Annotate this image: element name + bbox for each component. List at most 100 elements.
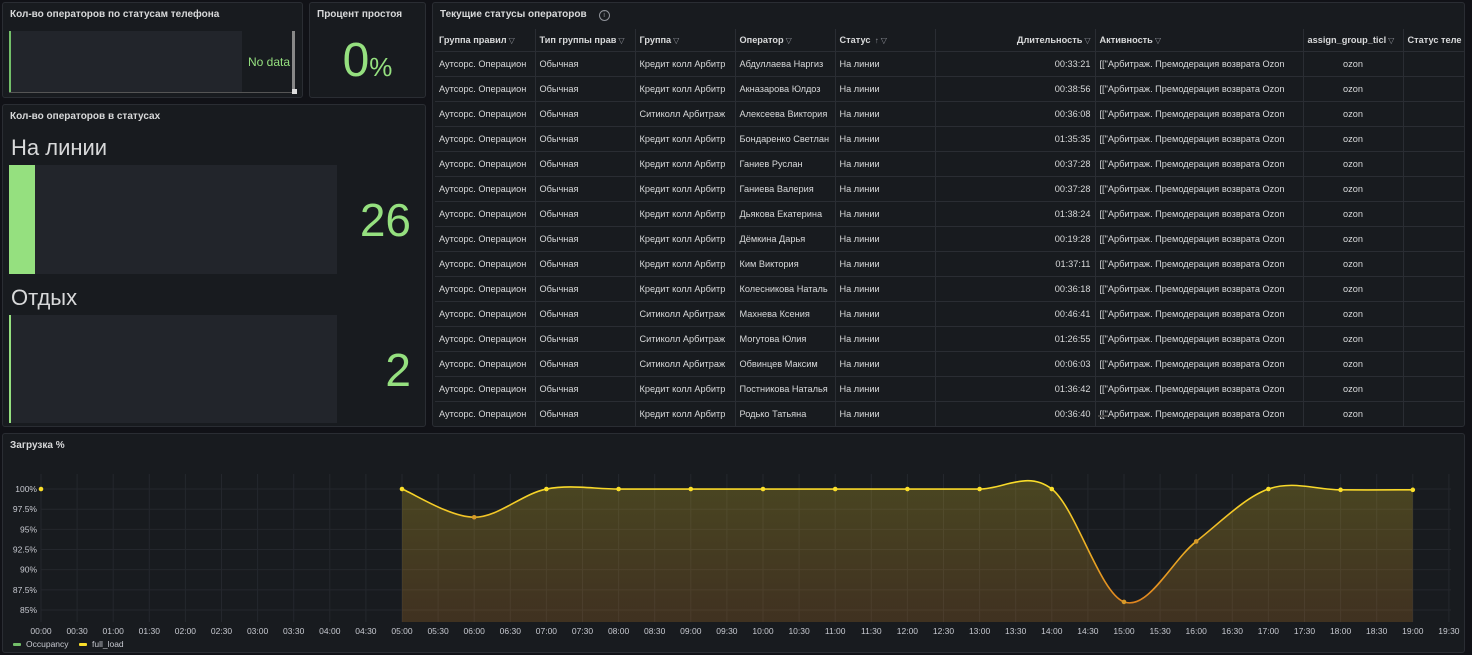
table-cell: Кредит колл Арбитр	[634, 251, 735, 277]
table-cell: Обычная	[534, 101, 635, 127]
column-header[interactable]: Активность ▽	[1094, 29, 1303, 52]
table-cell: На линии	[834, 176, 935, 202]
x-tick-label: 19:30	[1438, 626, 1460, 636]
filter-icon[interactable]: ▽	[785, 36, 792, 45]
table-cell: [["Арбитраж. Премодерация возврата Ozon	[1094, 251, 1303, 277]
x-tick-label: 07:30	[572, 626, 594, 636]
table-cell: 00:36:18	[934, 276, 1095, 302]
operator-status-table-panel: Текущие статусы операторов i Группа прави…	[432, 2, 1465, 427]
table-row[interactable]: Аутсорс. Операцион Обычная Кредит колл Арб…	[435, 201, 1464, 227]
full-load-line	[401, 479, 1413, 604]
table-row[interactable]: Аутсорс. Операцион Обычная Кредит колл Арб…	[435, 176, 1464, 202]
column-header[interactable]: assign_group_ticl ▽	[1302, 29, 1403, 52]
table-cell: ozon	[1302, 401, 1403, 426]
table-cell: Кредит колл Арбитр	[634, 151, 735, 177]
column-header[interactable]: Тип группы прав ▽	[534, 29, 635, 52]
filter-icon[interactable]: ▽	[880, 36, 887, 45]
table-cell: ozon	[1302, 376, 1403, 402]
sort-asc-icon[interactable]: ↑	[872, 36, 879, 45]
table-cell: Ганиева Валерия	[734, 176, 835, 202]
x-tick-label: 14:00	[1041, 626, 1063, 636]
table-row[interactable]: Аутсорс. Операцион Обычная Кредит колл Арб…	[435, 76, 1464, 102]
table-cell: ozon	[1302, 226, 1403, 252]
filter-icon[interactable]: ▽	[508, 36, 515, 45]
column-header[interactable]: Группа правил ▽	[439, 35, 515, 45]
info-icon[interactable]: i	[598, 10, 610, 21]
table-row[interactable]: Аутсорс. Операцион Обычная Ситиколл Арбитр…	[435, 301, 1464, 327]
status-bar-fill	[9, 315, 11, 423]
column-header[interactable]: Статус теле	[1402, 29, 1464, 52]
table-cell	[1402, 151, 1464, 177]
table-cell	[1402, 51, 1464, 77]
no-data-label: No data	[248, 55, 291, 69]
column-header[interactable]: Группа ▽	[634, 29, 735, 52]
table-cell: ozon	[1302, 76, 1403, 102]
load-chart[interactable]: 100% 97.5% 95% 92.5% 90% 87.5% 85% 00:00 00:30 01…	[3, 434, 1463, 652]
table-cell	[1402, 276, 1464, 302]
table-cell: Родько Татьяна	[734, 401, 835, 426]
status-bar	[9, 315, 337, 423]
table-cell: 01:36:42	[934, 376, 1095, 402]
table-cell: Обычная	[534, 251, 635, 277]
full-load-point	[544, 486, 549, 492]
table-row[interactable]: Аутсорс. Операцион Обычная Кредит колл Арб…	[435, 151, 1464, 177]
table-cell: Обычная	[534, 326, 635, 352]
table-cell: Обычная	[534, 401, 635, 426]
status-count: 2	[385, 344, 411, 396]
table-cell: Бондаренко Светлан	[734, 126, 835, 152]
table-row[interactable]: Аутсорс. Операцион Обычная Ситиколл Арбитр…	[435, 351, 1464, 377]
horizontal-scrollbar[interactable]	[1098, 415, 1108, 417]
filter-icon[interactable]: ▽	[1388, 36, 1395, 45]
table-cell: Кредит колл Арбитр	[634, 376, 735, 402]
table-row[interactable]: Аутсорс. Операцион Обычная Кредит колл Арб…	[435, 276, 1464, 302]
table-cell: Кредит колл Арбитр	[634, 126, 735, 152]
filter-icon[interactable]: ▽	[673, 36, 680, 45]
status-count: 26	[359, 194, 411, 246]
table-row[interactable]: Аутсорс. Операцион Обычная Кредит колл Арб…	[435, 51, 1464, 77]
table-cell: Аутсорс. Операцион	[435, 101, 535, 127]
table-row[interactable]: Аутсорс. Операцион Обычная Кредит колл Арб…	[435, 376, 1464, 402]
table-cell: Обычная	[534, 301, 635, 327]
table-cell: На линии	[834, 251, 935, 277]
table-row[interactable]: Аутсорс. Операцион Обычная Кредит колл Арб…	[435, 226, 1464, 252]
table-cell: Дёмкина Дарья	[734, 226, 835, 252]
table-row[interactable]: Аутсорс. Операцион Обычная Кредит колл Арб…	[435, 251, 1464, 277]
filter-icon[interactable]: ▽	[1154, 36, 1161, 45]
table-cell: Аутсорс. Операцион	[435, 76, 535, 102]
table-row[interactable]: Аутсорс. Операцион Обычная Кредит колл Арб…	[435, 401, 1464, 426]
table-row[interactable]: Аутсорс. Операцион Обычная Кредит колл Арб…	[435, 126, 1464, 152]
column-header[interactable]: Оператор ▽	[734, 29, 835, 52]
x-tick-label: 15:30	[1149, 626, 1171, 636]
table-cell: Постникова Наталья	[734, 376, 835, 402]
x-tick-label: 15:00	[1113, 626, 1135, 636]
vertical-scrollbar[interactable]	[292, 31, 295, 89]
full-load-point	[1121, 599, 1127, 605]
table-cell: ozon	[1302, 151, 1403, 177]
table-cell: Обычная	[534, 151, 635, 177]
legend-swatch	[13, 643, 21, 646]
table-cell: На линии	[834, 401, 935, 426]
y-tick-label: 92.5%	[13, 545, 38, 555]
column-header[interactable]: Статус ↑ ▽	[834, 29, 935, 52]
full-load-point	[1266, 486, 1271, 492]
table-cell	[1402, 326, 1464, 352]
x-tick-label: 02:00	[175, 626, 197, 636]
table-cell: Кредит колл Арбитр	[634, 76, 735, 102]
scroll-corner[interactable]	[292, 89, 297, 94]
full-load-point	[1338, 487, 1343, 493]
table-row[interactable]: Аутсорс. Операцион Обычная Ситиколл Арбитр…	[435, 101, 1464, 127]
panel-title: Текущие статусы операторов i	[440, 9, 610, 21]
table-cell: На линии	[834, 201, 935, 227]
filter-icon[interactable]: ▽	[618, 36, 625, 45]
x-tick-label: 01:30	[139, 626, 161, 636]
table-cell	[1402, 351, 1464, 377]
table-row[interactable]: Аутсорс. Операцион Обычная Ситиколл Арбитр…	[435, 326, 1464, 352]
table-cell	[1402, 126, 1464, 152]
full-load-point	[616, 486, 621, 492]
table-cell: Обычная	[534, 51, 635, 77]
table-cell: Ким Виктория	[734, 251, 835, 277]
filter-icon[interactable]: ▽	[1084, 36, 1091, 45]
table-cell: На линии	[834, 51, 935, 77]
column-header[interactable]: Длительность ▽	[934, 29, 1095, 52]
x-tick-label: 02:30	[211, 626, 233, 636]
